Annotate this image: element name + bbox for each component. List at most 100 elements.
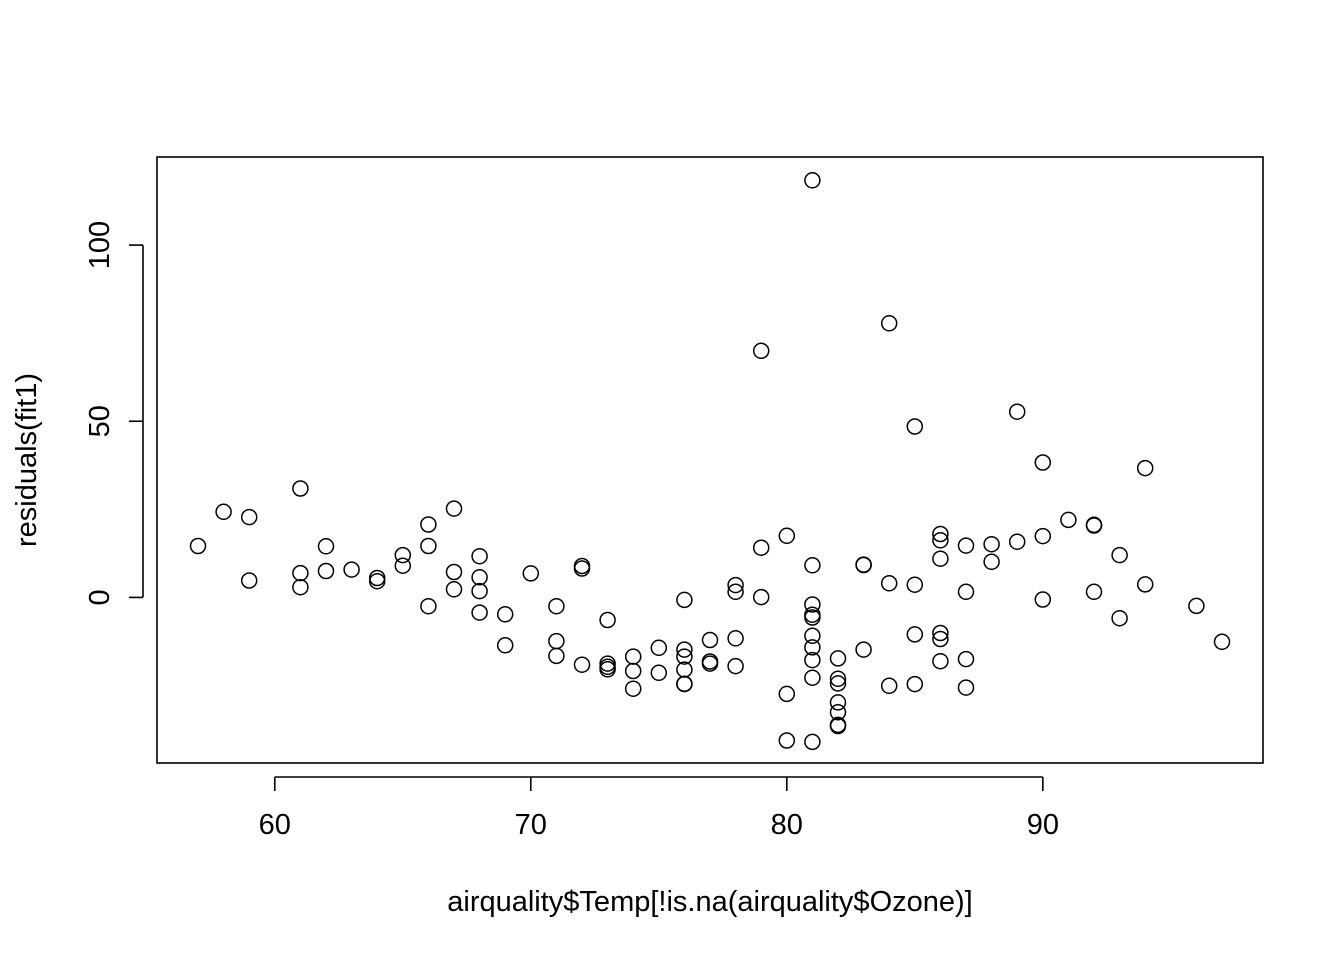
data-point bbox=[829, 650, 847, 667]
data-point bbox=[548, 597, 565, 615]
data-point bbox=[548, 647, 565, 665]
data-point bbox=[445, 500, 463, 517]
data-point bbox=[983, 535, 1000, 553]
data-point bbox=[880, 575, 898, 592]
data-point bbox=[957, 650, 975, 668]
data-point bbox=[957, 537, 975, 554]
data-point bbox=[445, 581, 463, 598]
data-point bbox=[215, 503, 232, 521]
data-point bbox=[445, 563, 463, 581]
data-point bbox=[804, 651, 821, 669]
data-point bbox=[752, 539, 770, 556]
data-point bbox=[829, 694, 847, 711]
data-point bbox=[624, 680, 642, 697]
data-point bbox=[804, 669, 821, 686]
data-point bbox=[1034, 527, 1052, 545]
data-point bbox=[906, 626, 924, 643]
data-point bbox=[650, 664, 668, 682]
data-point bbox=[1188, 597, 1205, 615]
y-tick-label: 100 bbox=[84, 221, 116, 269]
data-point bbox=[189, 537, 207, 555]
data-point bbox=[1213, 633, 1231, 651]
data-point bbox=[676, 648, 693, 665]
data-point bbox=[368, 572, 386, 590]
data-point bbox=[420, 516, 437, 533]
y-tick-label: 0 bbox=[84, 589, 116, 605]
data-point bbox=[522, 565, 540, 582]
data-point bbox=[804, 627, 821, 645]
data-point bbox=[317, 538, 335, 555]
x-tick-label: 80 bbox=[771, 809, 803, 841]
data-point bbox=[1136, 459, 1154, 477]
data-point bbox=[1034, 591, 1052, 608]
x-tick-label: 70 bbox=[515, 809, 547, 841]
data-point bbox=[471, 604, 488, 621]
data-point bbox=[599, 611, 616, 629]
data-point bbox=[701, 655, 719, 672]
data-point bbox=[292, 578, 309, 596]
data-point bbox=[752, 342, 770, 360]
data-point bbox=[932, 550, 949, 567]
data-point bbox=[240, 508, 258, 526]
data-point bbox=[496, 606, 514, 623]
data-point bbox=[932, 532, 949, 549]
data-point bbox=[650, 639, 668, 657]
data-point bbox=[292, 480, 309, 497]
data-point bbox=[420, 597, 437, 615]
data-point bbox=[624, 662, 642, 680]
data-point bbox=[548, 632, 565, 650]
data-point bbox=[932, 652, 949, 670]
data-point bbox=[676, 675, 693, 693]
data-point bbox=[317, 562, 335, 580]
x-axis-label: airquality$Temp[!is.na(airquality$Ozone)… bbox=[447, 886, 972, 918]
data-point bbox=[778, 732, 796, 749]
data-point bbox=[752, 588, 770, 606]
data-point bbox=[1008, 533, 1026, 550]
data-point bbox=[420, 537, 437, 555]
y-tick-label: 50 bbox=[84, 405, 116, 437]
data-point bbox=[1136, 576, 1154, 593]
data-point bbox=[804, 639, 821, 656]
x-axis: 60 70 80 90 bbox=[259, 776, 1059, 841]
data-point bbox=[471, 582, 488, 600]
data-point bbox=[599, 661, 616, 678]
data-point bbox=[701, 631, 719, 649]
data-point bbox=[676, 591, 693, 609]
data-point bbox=[394, 557, 412, 574]
data-point bbox=[1085, 583, 1103, 601]
plot-frame bbox=[156, 156, 1264, 764]
data-point bbox=[1085, 517, 1103, 534]
data-point bbox=[804, 609, 821, 626]
data-point bbox=[727, 657, 744, 675]
data-point bbox=[855, 641, 872, 658]
data-point bbox=[778, 685, 796, 703]
data-point bbox=[292, 564, 309, 582]
data-point bbox=[727, 583, 744, 601]
data-point bbox=[829, 704, 847, 721]
data-point bbox=[855, 556, 872, 574]
x-tick-label: 60 bbox=[259, 809, 291, 841]
data-point bbox=[573, 560, 591, 577]
data-point bbox=[804, 557, 821, 574]
data-point bbox=[906, 418, 924, 435]
data-point bbox=[932, 525, 949, 543]
data-point bbox=[932, 624, 949, 642]
data-point bbox=[829, 675, 847, 692]
data-point bbox=[983, 553, 1000, 571]
data-point bbox=[727, 576, 744, 594]
data-point bbox=[368, 569, 386, 587]
data-point bbox=[471, 547, 488, 565]
data-point bbox=[624, 648, 642, 665]
data-point bbox=[496, 637, 514, 654]
data-point bbox=[906, 675, 924, 693]
data-point bbox=[906, 576, 924, 593]
data-point bbox=[394, 546, 412, 564]
data-point bbox=[343, 561, 360, 578]
data-point bbox=[804, 172, 821, 189]
data-point bbox=[880, 677, 898, 695]
data-point bbox=[932, 630, 949, 648]
data-point bbox=[804, 596, 821, 613]
data-point bbox=[727, 630, 744, 647]
data-point bbox=[880, 315, 898, 332]
data-point bbox=[240, 572, 258, 589]
